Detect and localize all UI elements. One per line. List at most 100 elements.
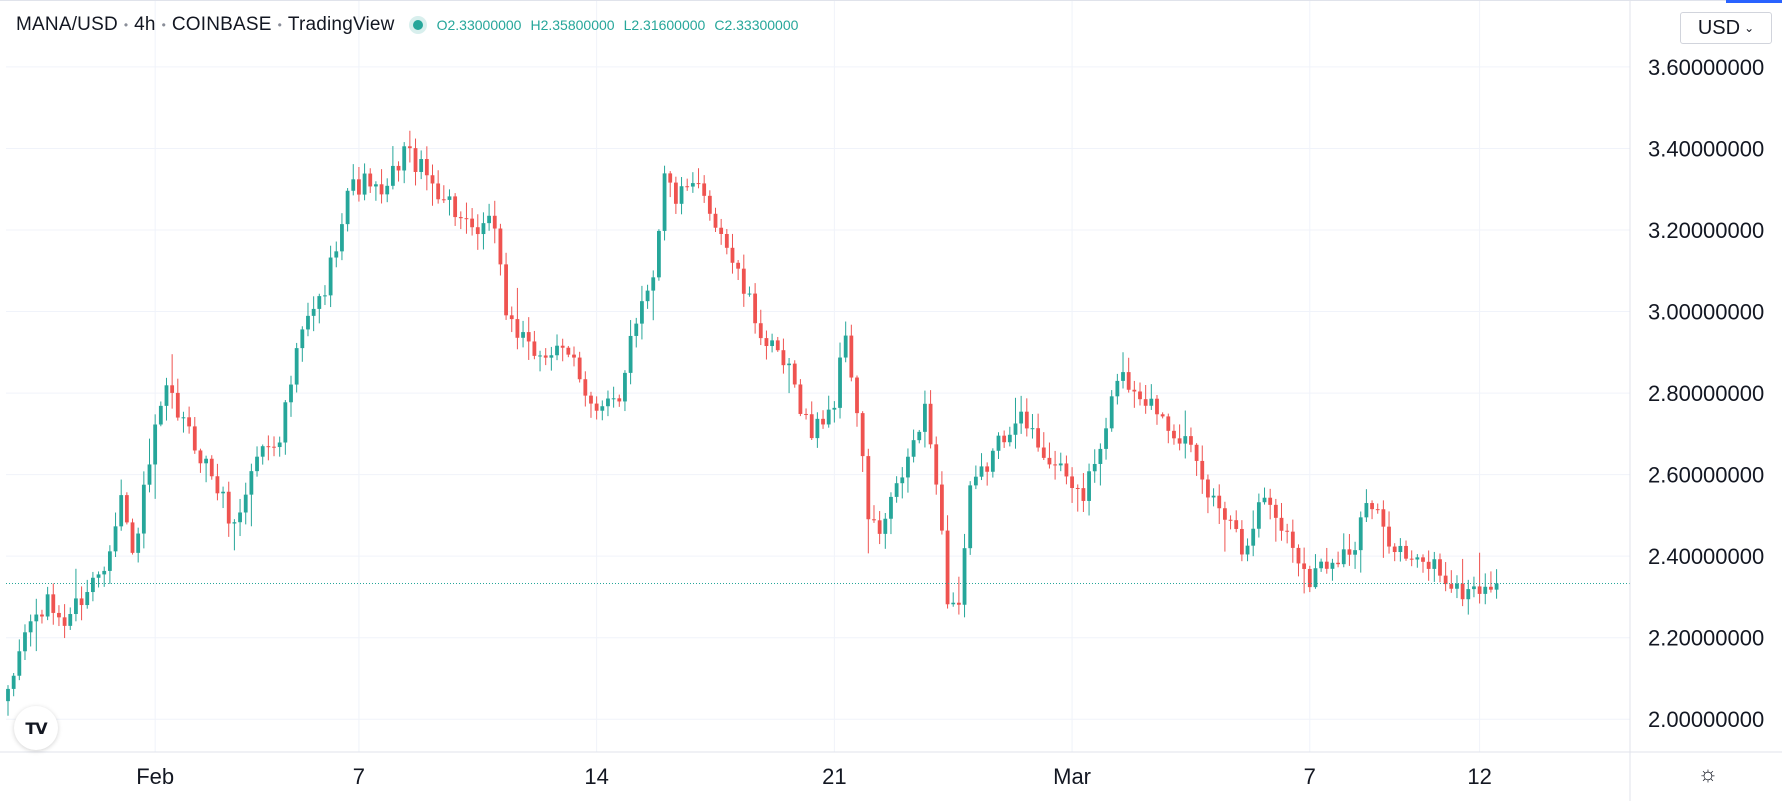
price-axis[interactable]: 3.60000000 3.40000000 3.20000000 3.00000000…	[1629, 0, 1764, 801]
candle	[40, 609, 44, 624]
candle	[804, 408, 808, 420]
legend-interval[interactable]: 4h	[134, 14, 156, 35]
candle-body	[51, 594, 56, 613]
legend-symbol[interactable]: MANA/USD	[16, 14, 118, 35]
candle	[1183, 410, 1188, 459]
candle	[17, 639, 22, 681]
candle-body	[424, 159, 429, 176]
legend-separator: •	[161, 18, 166, 32]
candle	[1245, 538, 1250, 562]
candle	[1149, 384, 1154, 410]
candle-body	[940, 484, 944, 531]
candle	[730, 233, 735, 274]
candle	[1019, 395, 1024, 434]
candle	[255, 446, 259, 477]
candle-body	[1296, 547, 1301, 564]
candle	[458, 211, 463, 230]
candle	[1455, 575, 1459, 599]
candle-body	[951, 602, 956, 605]
candles	[6, 130, 1499, 716]
legend-separator: •	[277, 18, 282, 32]
candle	[509, 306, 514, 333]
candle	[11, 673, 16, 697]
candle	[685, 178, 690, 191]
candle-body	[1421, 557, 1425, 562]
time-axis[interactable]: Feb 7 14 21 Mar 7 12	[0, 751, 1782, 789]
candle	[1177, 424, 1182, 451]
candle-body	[1013, 423, 1018, 435]
candle	[334, 241, 339, 268]
candle	[306, 302, 310, 337]
candle	[119, 479, 124, 531]
candle-body	[45, 594, 50, 617]
candle	[91, 571, 95, 602]
candle	[1172, 424, 1176, 445]
candle	[623, 370, 627, 412]
candle-body	[1455, 583, 1459, 589]
candle	[1234, 510, 1239, 533]
candle	[1398, 538, 1403, 562]
candle-body	[283, 402, 288, 443]
candle-body	[402, 146, 407, 171]
candle	[170, 354, 175, 409]
candle	[283, 400, 288, 455]
candle-body	[843, 335, 848, 358]
candle	[832, 401, 837, 423]
currency-selector-button[interactable]: USD ⌄	[1680, 12, 1772, 44]
candle	[973, 465, 978, 490]
candle	[577, 351, 582, 383]
candle-body	[1494, 583, 1499, 590]
candle	[328, 245, 333, 308]
tradingview-logo-icon[interactable]: TV	[14, 706, 58, 750]
candle-body	[1149, 398, 1154, 406]
candle-body	[1268, 497, 1273, 505]
accent-bar	[1726, 0, 1782, 3]
candle-body	[1404, 545, 1408, 559]
x-tick-label: Mar	[1053, 764, 1091, 789]
candle	[549, 346, 554, 371]
candle	[1307, 565, 1312, 593]
candle-body	[1460, 583, 1465, 600]
candle-body	[147, 464, 152, 485]
candle-body	[623, 372, 627, 402]
open-label: O	[436, 17, 448, 33]
candle	[1013, 397, 1018, 449]
candle-body	[538, 355, 542, 357]
candle-body	[458, 217, 463, 219]
y-tick-label: 3.20000000	[1648, 218, 1764, 243]
candle-body	[640, 301, 644, 324]
y-tick-label: 2.20000000	[1648, 626, 1764, 651]
candle-body	[368, 173, 373, 187]
candle	[1415, 554, 1420, 568]
candle-body	[204, 458, 208, 464]
candle-body	[272, 446, 276, 448]
candle	[1206, 474, 1210, 514]
candle-body	[985, 466, 990, 472]
candle	[1443, 562, 1448, 592]
candle-body	[934, 444, 939, 485]
candle	[498, 223, 503, 276]
candle-body	[470, 218, 475, 228]
candle	[1024, 398, 1029, 437]
candle-body	[1030, 428, 1035, 430]
candle-body	[956, 602, 961, 605]
candle	[555, 334, 559, 361]
candle-body	[798, 384, 803, 414]
candle-body	[136, 533, 141, 553]
candle	[175, 378, 180, 421]
candle-body	[1121, 372, 1125, 381]
market-status-icon[interactable]	[412, 20, 423, 30]
candle	[260, 444, 265, 465]
candle	[385, 178, 390, 203]
candle	[1353, 541, 1357, 569]
candle-body	[713, 213, 718, 228]
candle-body	[662, 173, 667, 231]
candle-body	[175, 392, 180, 418]
candle	[74, 568, 78, 622]
y-tick-label: 2.60000000	[1648, 463, 1764, 488]
candle-body	[1058, 463, 1063, 466]
settings-sun-icon[interactable]: ☼	[1697, 761, 1719, 786]
candle	[979, 453, 984, 481]
candle-body	[1330, 562, 1335, 569]
